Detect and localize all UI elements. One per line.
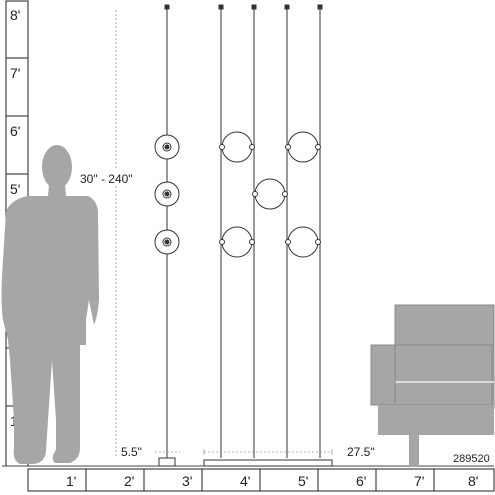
- multi-canopy: [203, 459, 333, 467]
- height-range-dimension: 30" - 240": [78, 10, 154, 458]
- ruler-label-h-7ft: 7': [414, 473, 424, 489]
- ruler-label-h-8ft: 8': [468, 473, 478, 489]
- multi-globe-2: [287, 131, 319, 163]
- ruler-label-h-2ft: 2': [124, 473, 134, 489]
- multi-canopy-dimension: 27.5": [203, 445, 375, 459]
- ruler-label-7ft: 7': [10, 65, 20, 81]
- multi-globe-5: [287, 226, 319, 258]
- multi-globe-1: [221, 131, 253, 163]
- ruler-label-h-4ft: 4': [240, 473, 250, 489]
- ruler-label-h-5ft: 5': [298, 473, 308, 489]
- multi-pendant-fixture: [203, 4, 333, 467]
- figure-body: [1, 196, 99, 464]
- ruler-label-h-1ft: 1': [66, 473, 76, 489]
- single-pendant-fixture: [154, 4, 180, 467]
- human-figure: [1, 145, 99, 464]
- figure-neck: [48, 184, 66, 196]
- model-number: 289520: [453, 453, 490, 465]
- figure-head: [42, 145, 72, 189]
- single-canopy-label: 5.5": [121, 445, 142, 459]
- ruler-label-6ft: 6': [10, 123, 20, 139]
- ruler-label-5ft: 5': [10, 181, 20, 197]
- armchair: [370, 304, 495, 466]
- single-canopy-dimension: 5.5": [121, 445, 180, 459]
- multi-canopy-label: 27.5": [347, 445, 375, 459]
- armchair-leg: [409, 434, 419, 466]
- single-canopy: [158, 457, 176, 467]
- multi-globe-3: [254, 178, 286, 210]
- multi-globe-4: [221, 226, 253, 258]
- ruler-label-h-6ft: 6': [356, 473, 366, 489]
- armchair-arm: [370, 344, 493, 406]
- armchair-seat: [378, 405, 494, 435]
- horizontal-ruler-labels: 1' 2' 3' 4' 5' 6' 7' 8': [66, 473, 478, 489]
- ruler-label-h-3ft: 3': [182, 473, 192, 489]
- ruler-label-8ft: 8': [10, 7, 20, 23]
- height-range-label: 30" - 240": [80, 172, 133, 186]
